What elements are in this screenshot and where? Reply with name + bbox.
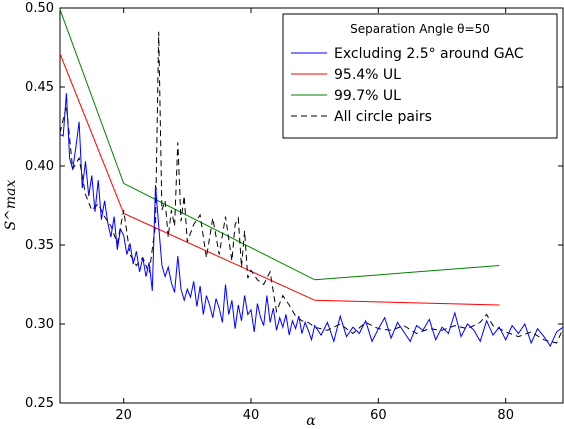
series-line-3: [59, 93, 564, 348]
legend-box: [282, 13, 558, 139]
legend-label-3: All circle pairs: [334, 109, 432, 125]
y-tick-label: 0.35: [25, 238, 54, 253]
x-tick-label: 80: [497, 408, 514, 423]
series-line-1: [59, 53, 500, 306]
legend-label-1: 95.4% UL: [334, 67, 401, 83]
ticks-layer: 20 40 60 80 0.25 0.30 0.35 0.40 0.45 0.50: [25, 1, 563, 423]
y-tick-label: 0.25: [25, 396, 54, 411]
series-layer: [59, 9, 564, 348]
x-tick-label: 40: [243, 408, 260, 423]
y-tick-label: 0.50: [25, 1, 54, 16]
series-line-0: [59, 9, 500, 281]
x-tick-label: 60: [370, 408, 387, 423]
legend-label-0: Excluding 2.5° around GAC: [334, 46, 524, 62]
series-line-2: [59, 31, 564, 344]
legend: Separation Angle θ=50 Excluding 2.5° aro…: [282, 13, 558, 139]
y-axis-label: S^max: [3, 179, 19, 230]
legend-label-2: 99.7% UL: [334, 88, 401, 104]
y-tick-label: 0.40: [25, 159, 54, 174]
x-axis-label: α: [306, 413, 316, 429]
y-tick-label: 0.30: [25, 317, 54, 332]
legend-title: Separation Angle θ=50: [350, 22, 490, 36]
x-tick-label: 20: [115, 408, 132, 423]
y-tick-label: 0.45: [25, 80, 54, 95]
